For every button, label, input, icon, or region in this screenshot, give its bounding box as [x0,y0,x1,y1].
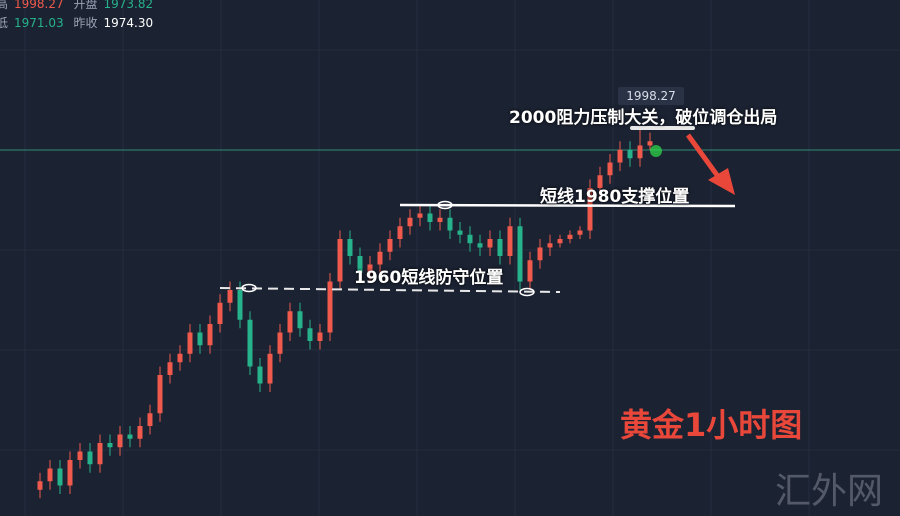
candle-body [637,145,643,159]
candle-body [87,451,93,465]
candle-body [557,239,563,244]
candle-body [527,260,533,282]
candle-body [337,239,343,282]
candle-body [477,243,483,248]
marker-circle [519,287,535,297]
candle-body [377,251,383,265]
candle-body [257,366,263,384]
candle-body [587,188,593,231]
candle-body [37,481,43,490]
low-label: 低 [0,16,9,30]
support-1980-line [399,203,736,208]
candle-body [547,243,553,248]
candle-body [537,247,543,261]
candle-body [107,443,113,448]
candle-body [567,234,573,239]
low-value: 1971.03 [14,16,64,30]
candle-body [447,217,453,231]
candle-body [247,319,253,367]
marker-circle [241,283,257,293]
candle-body [277,332,283,354]
candle-body [387,239,393,252]
candle-body [117,434,123,448]
current-price-dot [650,145,662,157]
candle-body [217,302,223,324]
candle-body [457,230,463,235]
candle-body [497,239,503,256]
candle-body [507,226,513,256]
candle-body [367,264,373,273]
defense-1960-line [219,287,561,293]
candle-body [237,290,243,320]
candle-body [287,311,293,333]
candles [37,127,653,499]
candle-body [137,426,143,439]
candle-body [577,230,583,235]
candle-body [397,226,403,239]
candle-body [407,217,413,227]
candle-body [357,256,363,273]
open-label: 开盘 [73,0,98,11]
candle-body [227,290,233,303]
candle-body [77,451,83,460]
candle-body [327,281,333,333]
candle-body [167,362,173,375]
candle-body [467,234,473,244]
candle-body [627,149,633,159]
candle-body [177,353,183,363]
prev-close-value: 1974.30 [103,16,154,30]
candle-body [437,217,443,222]
marker-circle [437,200,453,210]
candle-body [207,324,213,346]
candle-body [607,162,613,176]
candle-body [47,468,53,482]
candle-body [57,468,63,486]
candle-body [97,443,103,465]
candle-body [157,375,163,414]
candle-body [427,213,433,222]
candle-body [67,460,73,486]
candle-body [317,332,323,341]
high-value: 1998.27 [14,0,64,11]
watermark: 汇外网 [775,471,884,512]
candle-body [127,434,133,439]
support-label: 短线1980支撑位置 [540,187,690,207]
candle-body [187,332,193,354]
info-row-1: 高 1998.27 开盘 1973.82 [0,0,159,12]
candle-body [307,328,313,341]
chart-title: 黄金1小时图 [620,406,803,444]
candle-body [197,332,203,346]
defense-label: 1960短线防守位置 [354,268,504,288]
candle-body [297,311,303,329]
high-label: 高 [0,0,9,11]
candle-body [487,239,493,248]
open-value: 1973.82 [103,0,154,11]
candle-body [597,175,603,188]
candle-body [647,141,653,146]
candle-body [417,213,423,218]
down-arrow [685,133,735,195]
candle-body [617,149,623,163]
price-tag: 1998.27 [618,87,684,105]
candle-body [517,226,523,282]
candle-body [147,413,153,426]
prev-close-label: 昨收 [73,16,98,30]
info-row-2: 低 1971.03 昨收 1974.30 [0,14,159,31]
candle-body [347,239,353,256]
resistance-label: 2000阻力压制大关，破位调仓出局 [509,108,778,128]
candle-body [267,353,273,384]
